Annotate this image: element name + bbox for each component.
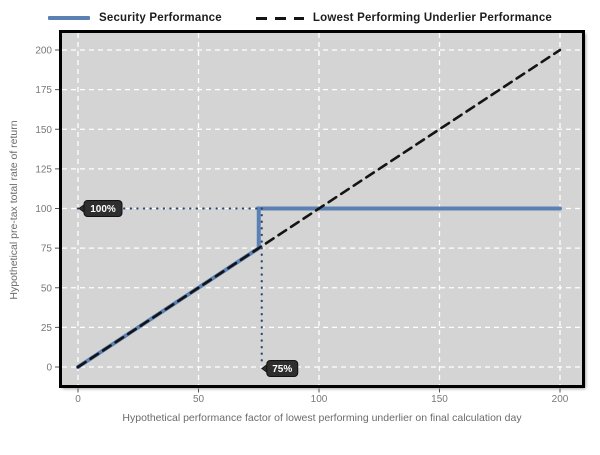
y-tick-label-100: 100 <box>35 204 52 215</box>
series-lines <box>76 48 562 369</box>
y-tick-label-0: 0 <box>46 363 52 374</box>
annotations: 100% 75% <box>78 200 299 377</box>
series-line-lowest-performing-underlier-performance <box>76 48 562 369</box>
legend-item-security-performance: Security Performance <box>47 12 222 24</box>
annotation-tag-100: 100% <box>78 200 123 217</box>
guide-dots <box>76 207 263 367</box>
annotation-tag-75: 75% <box>261 360 299 377</box>
y-tick-label-125: 125 <box>35 164 52 175</box>
axis-ticks: 0 50 100 150 200 0 25 50 75 100 125 150 175 200 <box>35 46 568 406</box>
y-tick-label-175: 175 <box>35 85 52 96</box>
x-tick-label-50: 50 <box>193 394 205 405</box>
chart-legend: Security Performance Lowest Performing U… <box>0 7 600 29</box>
annotation-label: 100% <box>90 204 116 215</box>
y-tick-label-200: 200 <box>35 46 52 57</box>
legend-item-underlier-performance: Lowest Performing Underlier Performance <box>255 12 553 24</box>
plot-border-rect <box>59 30 585 388</box>
x-tick-label-0: 0 <box>75 394 81 405</box>
y-tick-label-50: 50 <box>41 283 53 294</box>
annotation-label: 75% <box>272 364 292 375</box>
annotation-box <box>266 360 299 377</box>
solid-line-swatch <box>47 16 90 20</box>
x-tick-label-200: 200 <box>552 394 569 405</box>
legend-label-security-performance: Security Performance <box>98 12 222 24</box>
y-tick-label-25: 25 <box>41 323 53 334</box>
plot-border <box>59 30 585 388</box>
dashed-line-swatch <box>255 16 304 20</box>
x-tick-label-100: 100 <box>311 394 328 405</box>
legend-label-underlier-performance: Lowest Performing Underlier Performance <box>312 12 553 24</box>
y-tick-label-75: 75 <box>41 244 53 255</box>
y-axis-title: Hypothetical pre-tax total rate of retur… <box>8 120 20 299</box>
annotation-box <box>83 200 123 217</box>
x-axis-title: Hypothetical performance factor of lowes… <box>122 412 522 424</box>
y-tick-label-150: 150 <box>35 125 52 136</box>
x-tick-label-150: 150 <box>431 394 448 405</box>
